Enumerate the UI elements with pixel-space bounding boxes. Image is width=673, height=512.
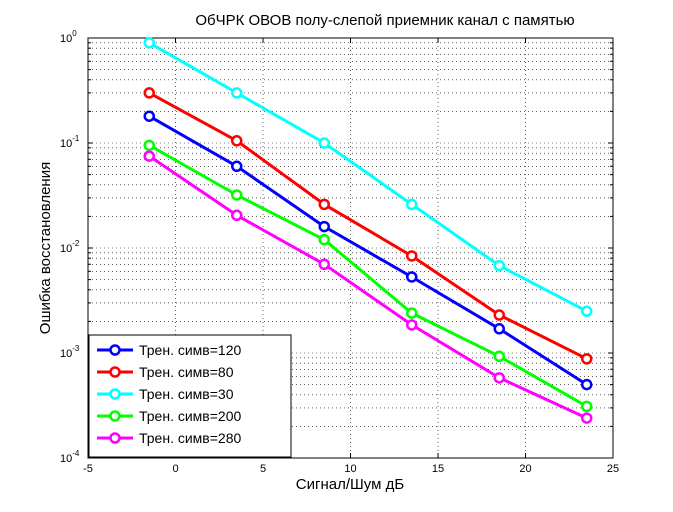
y-tick-label: 10-3 (60, 344, 80, 360)
series-group (143, 37, 593, 424)
data-point (231, 87, 243, 99)
data-point (581, 378, 593, 391)
series-line-5 (148, 154, 588, 420)
data-point (493, 259, 505, 272)
data-point (493, 309, 505, 321)
series-line-2 (148, 91, 588, 361)
legend-label: Трен. симв=120 (139, 342, 241, 358)
data-point (231, 209, 243, 222)
x-tick-label: 10 (344, 463, 356, 475)
data-point (318, 258, 330, 271)
x-tick-label: 25 (607, 463, 619, 475)
data-point (143, 37, 155, 49)
x-tick-label: 20 (519, 463, 531, 475)
data-point (493, 350, 505, 363)
data-point (406, 307, 418, 319)
y-axis-label: Ошибка восстановления (37, 162, 54, 334)
x-axis-label: Сигнал/Шум дБ (296, 476, 405, 493)
legend-marker (109, 410, 121, 422)
x-tick-label: 15 (432, 463, 444, 475)
axis-ticks: -5 0 5 10 15 20 25 100 10-1 10-2 10-3 10-4 (60, 29, 619, 475)
data-point (581, 412, 593, 424)
series-line-1 (148, 114, 588, 386)
legend-label: Трен. симв=280 (139, 430, 241, 446)
y-tick-label: 10-2 (60, 239, 80, 255)
legend-marker (109, 366, 121, 378)
data-point (406, 319, 418, 331)
x-tick-label: 5 (260, 463, 266, 475)
data-point (231, 135, 243, 147)
data-point (143, 87, 155, 99)
data-point (143, 139, 155, 152)
data-point (318, 198, 330, 211)
data-point (581, 305, 593, 317)
data-point (581, 400, 593, 413)
legend-marker (109, 344, 121, 356)
y-tick-label: 10-1 (60, 134, 80, 150)
x-tick-label: -5 (83, 463, 93, 475)
legend-label: Трен. симв=200 (139, 408, 241, 424)
legend-marker (109, 432, 121, 444)
data-point (318, 220, 330, 233)
legend-marker (109, 388, 121, 400)
y-tick-label: 10-4 (60, 449, 80, 465)
legend-label: Трен. симв=30 (139, 386, 234, 402)
data-point (318, 137, 330, 149)
x-tick-label: 0 (172, 463, 178, 475)
legend: Трен. симв=120 Трен. симв=80 Трен. симв=30… (88, 334, 292, 458)
data-point (406, 271, 418, 283)
data-point (493, 323, 505, 335)
data-point (318, 233, 330, 246)
data-point (143, 110, 155, 122)
data-point (143, 150, 155, 162)
data-point (231, 160, 243, 173)
series-line-4 (148, 143, 588, 408)
y-tick-label: 100 (60, 29, 77, 45)
data-point (406, 250, 418, 262)
data-point (231, 189, 243, 201)
legend-label: Трен. симв=80 (139, 364, 234, 380)
chart-title: ОбЧРК ОВОВ полу-слепой приемник канал с … (195, 12, 574, 29)
data-point (493, 372, 505, 384)
series-line-3 (148, 41, 588, 313)
data-point (406, 198, 418, 211)
data-point (581, 353, 593, 365)
